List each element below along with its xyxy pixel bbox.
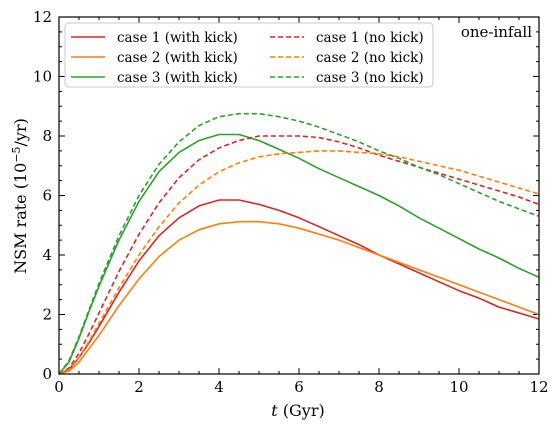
series-line-3 <box>58 133 540 375</box>
model-annotation: one-infall <box>461 23 532 41</box>
legend-label: case 2 (no kick) <box>316 50 424 66</box>
series-line-6 <box>58 112 540 375</box>
series-lines <box>58 112 540 375</box>
y-tick-label: 6 <box>42 187 52 205</box>
legend-label: case 3 (with kick) <box>117 70 238 86</box>
y-tick-label: 2 <box>42 306 52 324</box>
x-axis-ticks: 0 2 4 6 8 10 12 <box>54 17 549 396</box>
legend-label: case 3 (no kick) <box>316 70 424 86</box>
y-tick-label: 8 <box>42 127 52 145</box>
series-line-2 <box>58 220 540 375</box>
y-tick-label: 12 <box>33 8 52 26</box>
x-tick-label: 2 <box>134 378 144 396</box>
legend-label: case 1 (with kick) <box>117 30 238 46</box>
x-tick-label: 6 <box>294 378 304 396</box>
y-tick-label: 0 <box>42 365 52 383</box>
legend-label: case 1 (no kick) <box>316 30 424 46</box>
y-axis-label: NSM rate (10−5/yr) <box>10 118 31 274</box>
legend: case 1 (with kick) case 2 (with kick) case… <box>64 22 434 88</box>
y-tick-label: 10 <box>33 68 52 86</box>
series-line-4 <box>58 135 540 375</box>
x-axis-label: t (Gyr) <box>271 401 324 420</box>
y-tick-label: 4 <box>42 246 52 264</box>
legend-label: case 2 (with kick) <box>117 50 238 66</box>
x-tick-label: 4 <box>214 378 224 396</box>
series-line-1 <box>58 199 540 375</box>
plot-frame <box>58 16 540 375</box>
x-tick-label: 8 <box>374 378 384 396</box>
legend-box <box>64 22 434 88</box>
series-line-5 <box>58 150 540 375</box>
x-tick-label: 10 <box>449 378 468 396</box>
x-tick-label: 12 <box>529 378 548 396</box>
x-tick-label: 0 <box>54 378 64 396</box>
